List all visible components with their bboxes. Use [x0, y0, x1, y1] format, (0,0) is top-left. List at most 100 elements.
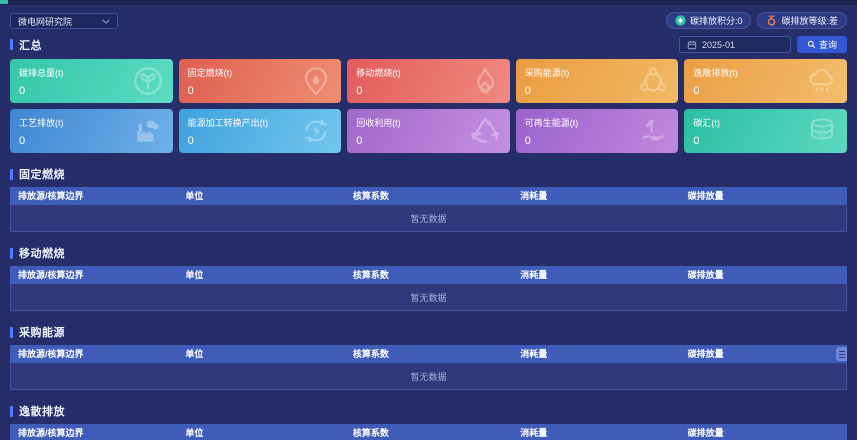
top-strip [0, 0, 857, 5]
card-carbon-sink: 碳汇(t) 0 C [684, 109, 847, 153]
card-value: 0 [356, 85, 363, 97]
section-title: 采购能源 [10, 324, 847, 340]
search-icon [807, 40, 816, 49]
top-accent-chip [0, 0, 8, 4]
summary-title-label: 汇总 [19, 39, 42, 52]
energy-cycle-icon [305, 119, 327, 143]
carbon-score-label: 碳排放积分:0 [689, 16, 743, 26]
empty-row: 暂无数据 [10, 205, 847, 232]
header-row: 微电网研究院 碳排放积分:0 碳排放等级:差 [0, 5, 857, 29]
purchased-energy-table: 排放源/核算边界 单位 核算系数 消耗量 碳排放量 暂无数据 [10, 345, 847, 390]
month-picker-value: 2025-01 [702, 39, 736, 50]
col-emission-source: 排放源/核算边界 [18, 191, 84, 201]
card-value: 0 [356, 135, 363, 147]
col-consumption: 消耗量 [520, 428, 548, 438]
empty-text: 暂无数据 [410, 292, 447, 303]
card-label: 回收利用(t) [356, 118, 401, 128]
card-value: 0 [19, 85, 26, 97]
carbon-score-badge[interactable]: 碳排放积分:0 [665, 12, 752, 29]
col-emission-amount: 碳排放量 [687, 270, 724, 280]
card-value: 0 [187, 135, 194, 147]
empty-text: 暂无数据 [410, 371, 447, 382]
title-accent-bar [10, 326, 13, 338]
title-accent-bar [10, 247, 13, 259]
query-button-label: 查询 [818, 40, 837, 50]
empty-text: 暂无数据 [410, 213, 447, 224]
col-emission-source: 排放源/核算边界 [18, 349, 84, 359]
query-button[interactable]: 查询 [797, 36, 847, 53]
card-fugitive-emission: 逸散排放(t) 0 [684, 59, 847, 103]
col-emission-source: 排放源/核算边界 [18, 428, 84, 438]
org-select-value: 微电网研究院 [18, 16, 73, 27]
card-process-emission: 工艺排放(t) 0 [10, 109, 173, 153]
col-unit: 单位 [185, 270, 204, 280]
title-accent-bar [10, 39, 13, 50]
col-emission-source: 排放源/核算边界 [18, 270, 84, 280]
flame-icon [477, 67, 494, 94]
card-label: 工艺排放(t) [19, 118, 64, 128]
recycle-icon [470, 116, 500, 143]
card-label: 固定燃烧(t) [187, 68, 233, 78]
card-label: 逸散排放(t) [693, 68, 738, 78]
carbon-grade-icon [766, 15, 777, 26]
card-label: 可再生能源(t) [524, 118, 579, 128]
col-unit: 单位 [185, 191, 204, 201]
table-header-row: 排放源/核算边界 单位 核算系数 消耗量 碳排放量 [10, 266, 847, 284]
fixed-combustion-table: 排放源/核算边界 单位 核算系数 消耗量 碳排放量 暂无数据 [10, 187, 847, 232]
card-value: 0 [524, 135, 531, 147]
col-emission-amount: 碳排放量 [687, 428, 724, 438]
card-energy-conversion-output: 能源加工转换产出(t) 0 [178, 109, 342, 153]
col-factor: 核算系数 [352, 349, 389, 359]
table-header-row: 排放源/核算边界 单位 核算系数 消耗量 碳排放量 [10, 424, 847, 440]
empty-row: 暂无数据 [10, 284, 847, 311]
section-fixed-combustion: 固定燃烧 排放源/核算边界 单位 核算系数 消耗量 碳排放量 暂无数据 [0, 166, 857, 232]
col-unit: 单位 [185, 349, 204, 359]
section-title-label: 采购能源 [19, 327, 65, 339]
col-factor: 核算系数 [352, 191, 389, 201]
card-mobile-combustion: 移动燃烧(t) 0 [347, 59, 510, 103]
storm-cloud-icon [809, 68, 834, 92]
hand-leaf-icon [642, 119, 665, 141]
table-header-row: 排放源/核算边界 单位 核算系数 消耗量 碳排放量 [10, 345, 847, 363]
carbon-stack-icon: C [811, 118, 833, 140]
section-purchased-energy: 采购能源 排放源/核算边界 单位 核算系数 消耗量 碳排放量 暂无数据 [0, 324, 857, 390]
month-picker-input[interactable]: 2025-01 [679, 36, 791, 53]
carbon-grade-badge[interactable]: 碳排放等级:差 [757, 12, 847, 29]
card-value: 0 [187, 85, 194, 97]
card-value: 0 [524, 85, 531, 97]
section-mobile-combustion: 移动燃烧 排放源/核算边界 单位 核算系数 消耗量 碳排放量 暂无数据 [0, 245, 857, 311]
card-renewable-energy: 可再生能源(t) 0 [515, 109, 679, 153]
factory-icon [136, 120, 159, 142]
molecule-icon [640, 67, 667, 92]
card-label: 能源加工转换产出(t) [187, 118, 269, 128]
section-title: 逸散排放 [10, 403, 847, 419]
col-factor: 核算系数 [352, 428, 389, 438]
pinned-column-stub[interactable] [836, 347, 847, 361]
col-consumption: 消耗量 [520, 349, 548, 359]
carbon-score-icon [675, 15, 686, 26]
col-emission-amount: 碳排放量 [687, 349, 724, 359]
mobile-combustion-table: 排放源/核算边界 单位 核算系数 消耗量 碳排放量 暂无数据 [10, 266, 847, 311]
card-purchased-energy: 采购能源(t) 0 [515, 59, 679, 103]
col-factor: 核算系数 [352, 270, 389, 280]
table-header-row: 排放源/核算边界 单位 核算系数 消耗量 碳排放量 [10, 187, 847, 205]
section-title: 移动燃烧 [10, 245, 847, 261]
section-title-label: 逸散排放 [19, 406, 65, 418]
section-title-label: 移动燃烧 [19, 248, 65, 260]
card-fixed-combustion: 固定燃烧(t) 0 [178, 59, 342, 103]
card-label: 碳排总量(t) [19, 68, 64, 78]
card-value: 0 [693, 85, 700, 97]
empty-row: 暂无数据 [10, 363, 847, 390]
status-badges: 碳排放积分:0 碳排放等级:差 [665, 12, 847, 29]
sprout-icon [133, 67, 162, 95]
org-select[interactable]: 微电网研究院 [10, 13, 118, 29]
query-toolbar: 2025-01 查询 [679, 36, 847, 53]
card-value: 0 [19, 135, 26, 147]
fugitive-emission-table: 排放源/核算边界 单位 核算系数 消耗量 碳排放量 [10, 424, 847, 440]
card-total-emission: 碳排总量(t) 0 [10, 59, 173, 103]
card-label: 碳汇(t) [693, 118, 720, 128]
summary-title: 汇总 [10, 37, 42, 53]
col-consumption: 消耗量 [520, 191, 548, 201]
col-consumption: 消耗量 [520, 270, 548, 280]
section-fugitive-emission: 逸散排放 排放源/核算边界 单位 核算系数 消耗量 碳排放量 [0, 403, 857, 440]
